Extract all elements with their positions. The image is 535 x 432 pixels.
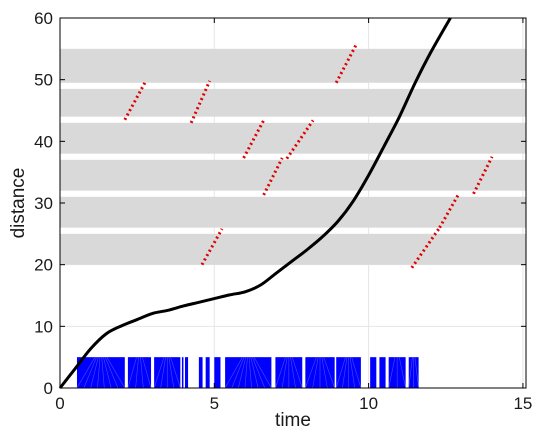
y-tick-label: 60: [34, 9, 53, 28]
blue-block: [127, 357, 152, 388]
trajectory-layer: [58, 17, 452, 389]
blue-blocks: [76, 357, 419, 389]
x-tick-label: 10: [359, 394, 378, 413]
blue-block-hatch: [76, 357, 126, 389]
y-tick-label: 50: [34, 71, 53, 90]
red-segment: [410, 226, 441, 269]
blue-block: [76, 357, 125, 388]
red-segment: [123, 82, 147, 121]
blue-block: [198, 357, 203, 388]
y-tick-label: 40: [34, 132, 53, 151]
y-axis-label: distance: [8, 168, 29, 239]
blue-block-hatch: [335, 357, 362, 389]
blue-block: [205, 357, 210, 388]
blue-block-hatch: [127, 357, 152, 389]
x-tick-label: 5: [210, 394, 219, 413]
x-tick-label: 15: [513, 394, 532, 413]
y-tick-label: 10: [34, 317, 53, 336]
x-tick-label: 0: [55, 394, 64, 413]
gray-band: [60, 159, 526, 191]
y-tick-label: 20: [34, 256, 53, 275]
axis-ticks: 0 5 10 15 0 10 20 30 40 50 60: [34, 9, 532, 413]
y-tick-label: 30: [34, 194, 53, 213]
red-segment: [334, 43, 358, 84]
red-segment: [262, 157, 284, 196]
blue-block-hatch: [388, 357, 406, 389]
blue-block-hatch: [224, 357, 272, 389]
blue-block: [225, 357, 272, 388]
blue-block-hatch: [305, 357, 335, 389]
gray-band: [60, 48, 526, 83]
blue-block: [181, 357, 184, 388]
red-dotted-segments: [123, 43, 494, 269]
gray-band: [60, 196, 526, 228]
red-segment: [438, 194, 460, 229]
gray-bands: [60, 48, 526, 265]
blue-block: [379, 357, 386, 388]
blue-block-hatch: [153, 357, 181, 389]
y-tick-label: 0: [44, 379, 53, 398]
blue-block: [214, 357, 221, 388]
red-segment: [200, 228, 224, 266]
red-segment: [472, 156, 494, 195]
blue-block-hatch: [275, 357, 303, 389]
trajectory-line: [58, 17, 452, 389]
gray-band: [60, 88, 526, 117]
red-segment: [242, 119, 266, 159]
blue-block-hatch: [408, 357, 419, 389]
blue-block: [184, 357, 189, 388]
blue-block: [370, 357, 377, 388]
x-axis-label: time: [275, 410, 311, 431]
